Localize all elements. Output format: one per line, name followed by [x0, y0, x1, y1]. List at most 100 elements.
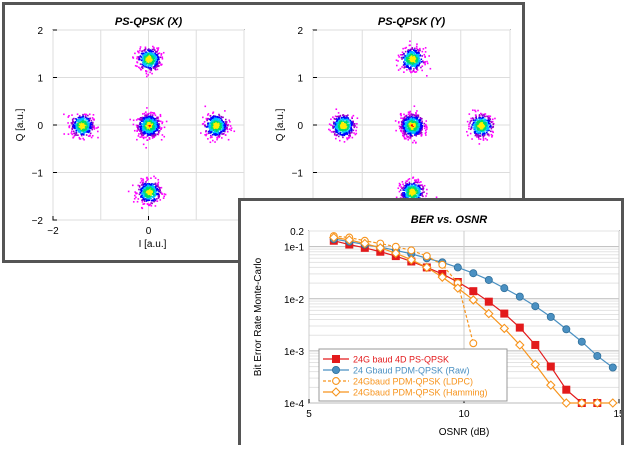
constellation-point: [78, 136, 81, 139]
constellation-point: [162, 197, 165, 199]
constellation-point: [156, 49, 159, 52]
constellation-point: [229, 121, 231, 123]
constellation-point: [150, 62, 153, 65]
constellation-point: [487, 119, 490, 122]
constellation-point: [72, 120, 75, 123]
constellation-point: [147, 199, 150, 202]
constellation-point: [408, 50, 411, 53]
constellation-point: [335, 108, 338, 111]
constellation-point: [151, 119, 153, 121]
constellation-point: [143, 200, 146, 203]
constellation-point: [89, 132, 92, 135]
constellation-point: [75, 118, 77, 120]
constellation-point: [158, 62, 160, 64]
constellation-point: [161, 122, 163, 125]
constellation-point: [215, 118, 217, 120]
constellation-point: [205, 130, 207, 133]
constellation-point: [157, 130, 160, 133]
constellation-point: [416, 47, 418, 50]
constellation-point: [348, 128, 351, 130]
constellation-point: [151, 62, 154, 65]
constellation-point: [405, 192, 407, 195]
constellation-point: [142, 187, 145, 190]
constellation-point: [212, 111, 215, 114]
constellation-point: [416, 120, 419, 123]
constellation-point: [148, 138, 151, 140]
constellation-point: [153, 130, 156, 133]
constellation-point: [473, 126, 475, 129]
constellation-point: [143, 131, 145, 134]
constellation-point: [410, 113, 412, 116]
constellation-point: [84, 124, 87, 127]
constellation-point: [407, 187, 409, 189]
data-point: [500, 284, 509, 293]
constellation-point: [416, 196, 418, 199]
constellation-point: [147, 59, 149, 62]
constellation-point: [145, 123, 148, 126]
constellation-point: [349, 132, 352, 134]
constellation-point: [216, 136, 218, 139]
constellation-point: [154, 129, 157, 132]
constellation-point: [217, 126, 219, 129]
constellation-point: [477, 122, 479, 125]
constellation-point: [155, 126, 158, 128]
constellation-point: [340, 124, 343, 127]
constellation-point: [419, 131, 422, 134]
constellation-point: [412, 62, 415, 64]
constellation-point: [216, 122, 219, 125]
constellation-point: [140, 56, 143, 58]
constellation-point: [222, 126, 224, 129]
constellation-point: [227, 123, 230, 126]
constellation-point: [477, 109, 479, 112]
constellation-point: [476, 135, 478, 137]
constellation-point: [139, 48, 141, 50]
constellation-point: [217, 128, 220, 130]
constellation-point: [334, 137, 337, 140]
constellation-point: [421, 120, 423, 123]
constellation-point: [416, 110, 418, 112]
constellation-point: [404, 117, 406, 120]
constellation-point: [148, 132, 150, 134]
constellation-point: [344, 121, 346, 123]
constellation-point: [406, 180, 408, 182]
constellation-point: [407, 125, 409, 128]
constellation-point: [342, 118, 345, 120]
constellation-point: [414, 185, 416, 188]
constellation-point: [218, 136, 221, 139]
constellation-point: [353, 123, 355, 126]
constellation-point: [405, 180, 408, 183]
constellation-point: [143, 121, 145, 124]
constellation-point: [398, 56, 400, 58]
constellation-point: [160, 138, 163, 141]
constellation-point: [417, 193, 419, 196]
constellation-point: [158, 127, 160, 129]
constellation-point: [415, 45, 418, 48]
constellation-point: [356, 117, 359, 120]
constellation-point: [403, 116, 406, 119]
constellation-point: [145, 72, 148, 75]
constellation-point: [424, 60, 426, 63]
constellation-point: [157, 58, 160, 61]
data-point: [608, 398, 618, 408]
constellation-point: [350, 124, 353, 127]
constellation-point: [474, 110, 477, 113]
constellation-point: [142, 124, 145, 126]
constellation-point: [90, 119, 93, 122]
constellation-point: [145, 122, 147, 124]
constellation-point: [142, 113, 144, 115]
constellation-point: [137, 198, 140, 200]
constellation-point: [73, 124, 76, 127]
constellation-point: [415, 65, 418, 68]
constellation-point: [150, 58, 153, 61]
constellation-point: [140, 196, 142, 198]
constellation-point: [483, 122, 485, 125]
constellation-point: [150, 190, 153, 192]
constellation-point: [150, 69, 153, 72]
constellation-point: [415, 131, 418, 134]
constellation-point: [137, 58, 140, 61]
constellation-point: [403, 124, 406, 127]
constellation-point: [348, 130, 350, 133]
constellation-point: [418, 57, 420, 60]
constellation-point: [423, 61, 425, 64]
constellation-point: [335, 121, 338, 124]
